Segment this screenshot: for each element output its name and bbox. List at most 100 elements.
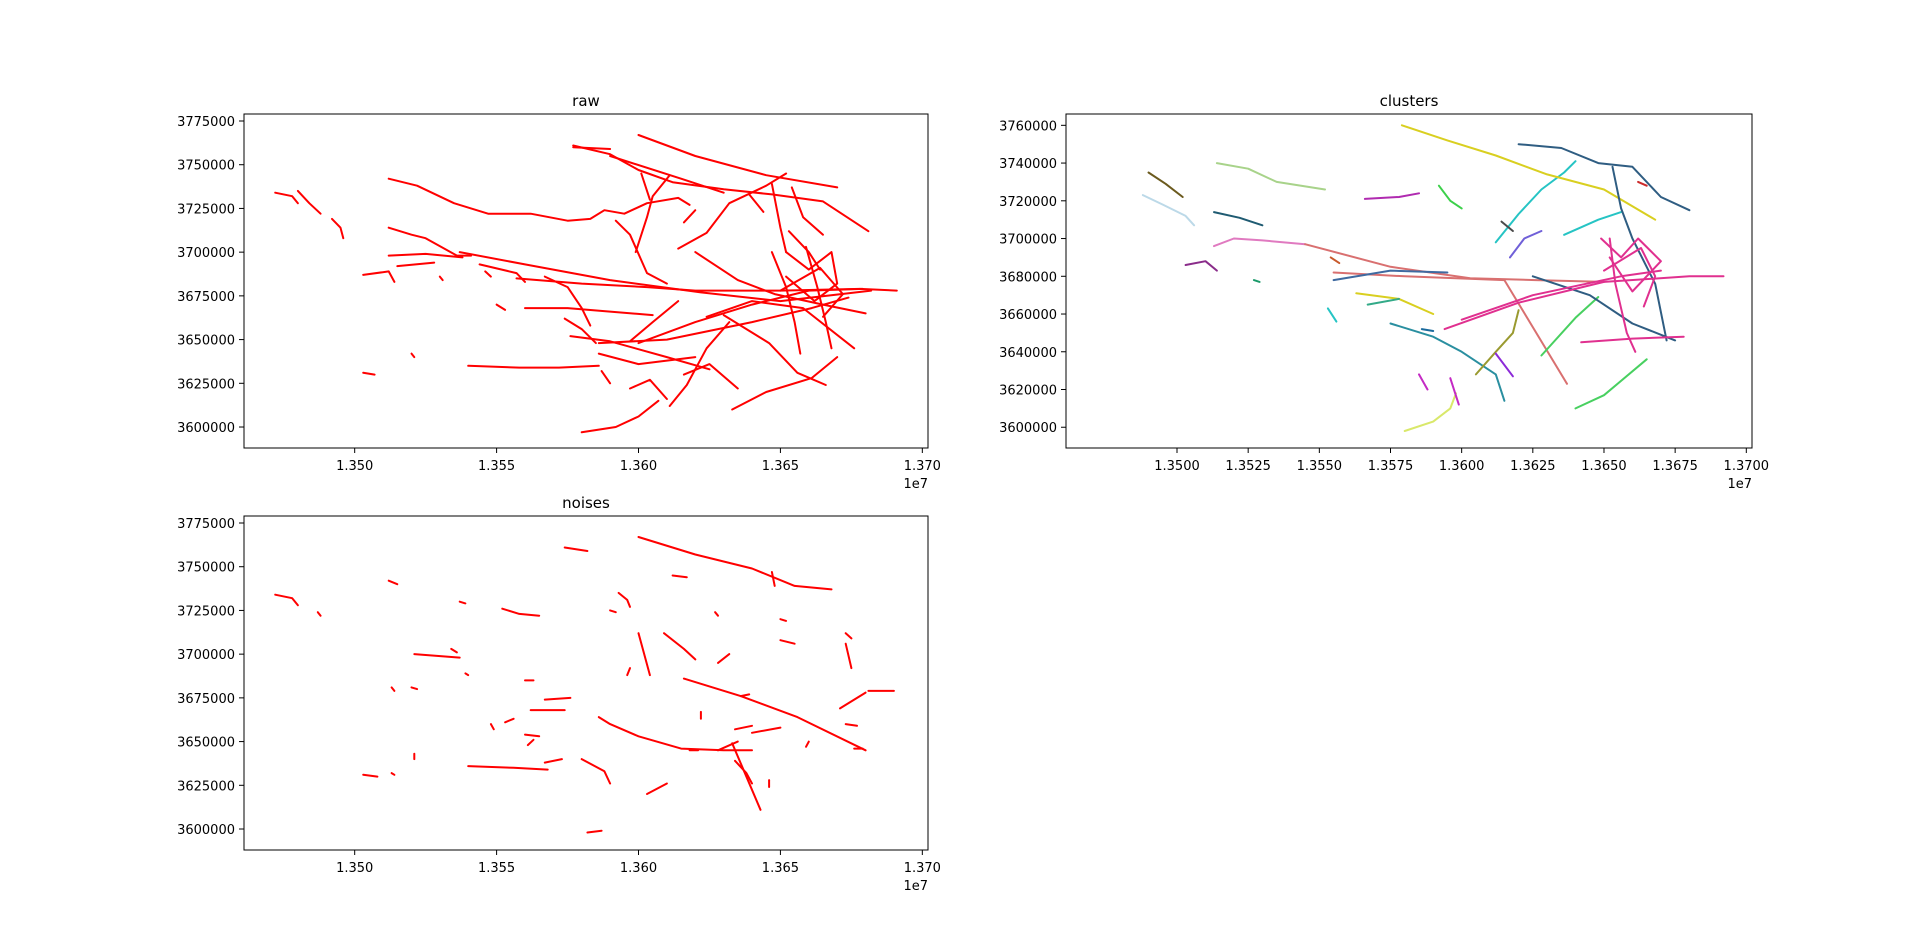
series-0-segment-43 bbox=[467, 765, 549, 771]
series-0-segment-31 bbox=[629, 378, 668, 400]
y-tick-label: 3680000 bbox=[999, 270, 1057, 285]
series-22-segment-0 bbox=[1500, 220, 1514, 232]
series-0-segment-42 bbox=[748, 193, 765, 213]
series-0-segment-45 bbox=[580, 758, 612, 785]
y-tick-label: 3720000 bbox=[999, 195, 1057, 210]
series-0-segment-33 bbox=[597, 352, 697, 366]
series-0-segment-19 bbox=[614, 219, 668, 285]
series-8-segment-0 bbox=[1332, 269, 1449, 282]
series-0-segment-50 bbox=[600, 370, 612, 385]
y-tick-label: 3600000 bbox=[177, 421, 235, 436]
series-23-segment-0 bbox=[1494, 352, 1514, 378]
series-12-segment-0 bbox=[1400, 124, 1657, 221]
x-tick-label: 1.3525 bbox=[1225, 459, 1271, 474]
plot-area-raw: 1.350 1.355 1.360 1.365 1.370 3600000 3625000 3… bbox=[177, 113, 941, 492]
series-0-segment-47 bbox=[438, 275, 444, 282]
series-0-segment-19 bbox=[450, 647, 458, 654]
series-0-segment-21 bbox=[390, 686, 396, 692]
y-tick-label: 3600000 bbox=[999, 421, 1057, 436]
x-offset-label: 1e7 bbox=[1727, 477, 1752, 492]
series-0-segment-25 bbox=[637, 287, 864, 345]
series-0-segment-3 bbox=[458, 600, 467, 605]
y-tick-label: 3725000 bbox=[177, 202, 235, 217]
series-0-segment-20 bbox=[677, 172, 788, 250]
plot-area-noises: 1.350 1.355 1.360 1.365 1.370 3600000 3625000 3… bbox=[177, 515, 941, 894]
x-tick-label: 1.3625 bbox=[1510, 459, 1556, 474]
series-6-segment-1 bbox=[1332, 271, 1568, 385]
series-0-segment-40 bbox=[569, 335, 711, 371]
series-0-segment-54 bbox=[844, 723, 858, 727]
series-0-segment-52 bbox=[839, 691, 867, 710]
series-0-segment-42 bbox=[526, 738, 535, 747]
series-15-segment-0 bbox=[1403, 392, 1457, 432]
series-0-segment-5 bbox=[563, 546, 589, 552]
series-0-segment-7 bbox=[396, 261, 436, 268]
series-0-segment-17 bbox=[626, 667, 631, 677]
series-0-segment-38 bbox=[646, 782, 668, 795]
series-0-segment-27 bbox=[722, 314, 827, 386]
x-tick-label: 1.360 bbox=[620, 861, 657, 876]
series-18-segment-0 bbox=[1574, 358, 1648, 410]
series-0-segment-47 bbox=[390, 772, 396, 776]
series-0-segment-3 bbox=[387, 177, 691, 222]
series-0-segment-18 bbox=[634, 174, 671, 254]
y-tick-label: 3700000 bbox=[177, 246, 235, 261]
series-0-segment-22 bbox=[790, 186, 824, 236]
series-0-segment-24 bbox=[694, 251, 867, 315]
y-tick-label: 3600000 bbox=[177, 823, 235, 838]
axes-frame bbox=[1065, 113, 1753, 449]
y-tick-label: 3700000 bbox=[999, 233, 1057, 248]
x-tick-label: 1.3675 bbox=[1652, 459, 1698, 474]
series-14-segment-0 bbox=[1389, 322, 1506, 402]
series-20-segment-0 bbox=[1443, 275, 1725, 331]
x-tick-label: 1.365 bbox=[762, 861, 799, 876]
series-0-segment-41 bbox=[524, 733, 541, 738]
series-0-segment-35 bbox=[629, 300, 680, 343]
series-0-segment-28 bbox=[705, 300, 856, 350]
series-0-segment-48 bbox=[410, 352, 416, 359]
series-20-segment-2 bbox=[1600, 237, 1662, 293]
series-0-segment-46 bbox=[484, 270, 492, 278]
plot-title: noises bbox=[562, 494, 610, 512]
series-0-segment-34 bbox=[682, 363, 739, 390]
x-tick-label: 1.3600 bbox=[1439, 459, 1485, 474]
series-0-segment-7 bbox=[671, 574, 688, 579]
x-tick-label: 1.3650 bbox=[1581, 459, 1627, 474]
series-19-segment-1 bbox=[1611, 165, 1668, 342]
y-tick-label: 3675000 bbox=[177, 290, 235, 305]
series-5-segment-0 bbox=[1184, 260, 1218, 272]
series-0-segment-1 bbox=[316, 611, 322, 617]
series-0-segment-31 bbox=[734, 724, 753, 731]
y-tick-label: 3750000 bbox=[177, 561, 235, 576]
series-0-segment-0 bbox=[1147, 171, 1184, 198]
series-0-segment-11 bbox=[714, 611, 719, 617]
series-0-segment-29 bbox=[731, 356, 839, 411]
series-0-segment-4 bbox=[387, 226, 473, 257]
series-0-segment-46 bbox=[362, 773, 379, 778]
series-group bbox=[274, 536, 895, 834]
series-0-segment-10 bbox=[609, 609, 617, 614]
series-0-segment-32 bbox=[668, 321, 731, 407]
series-7-segment-0 bbox=[1329, 256, 1341, 265]
subplot-raw: raw 1.350 1.355 1.360 1.365 1.370 3600000 3625… bbox=[177, 92, 941, 492]
series-0-segment-51 bbox=[844, 642, 853, 670]
series-0-segment-44 bbox=[572, 146, 612, 150]
series-0-segment-24 bbox=[543, 696, 572, 701]
series-0-segment-17 bbox=[609, 155, 725, 194]
series-0-segment-2 bbox=[331, 217, 345, 240]
y-tick-label: 3660000 bbox=[999, 308, 1057, 323]
axes-frame bbox=[243, 113, 929, 449]
series-0-segment-0 bbox=[274, 593, 299, 607]
series-0-segment-38 bbox=[785, 251, 839, 303]
x-offset-label: 1e7 bbox=[903, 477, 928, 492]
series-0-segment-22 bbox=[410, 686, 419, 691]
series-20-segment-3 bbox=[1603, 247, 1657, 308]
series-1-segment-0 bbox=[1141, 194, 1196, 227]
series-0-segment-40 bbox=[504, 717, 515, 724]
y-tick-label: 3625000 bbox=[177, 377, 235, 392]
series-0-segment-6 bbox=[387, 252, 464, 259]
x-tick-label: 1.370 bbox=[904, 459, 941, 474]
x-tick-label: 1.360 bbox=[620, 459, 657, 474]
series-26-segment-0 bbox=[1252, 279, 1261, 283]
series-4-segment-0 bbox=[1213, 237, 1307, 248]
